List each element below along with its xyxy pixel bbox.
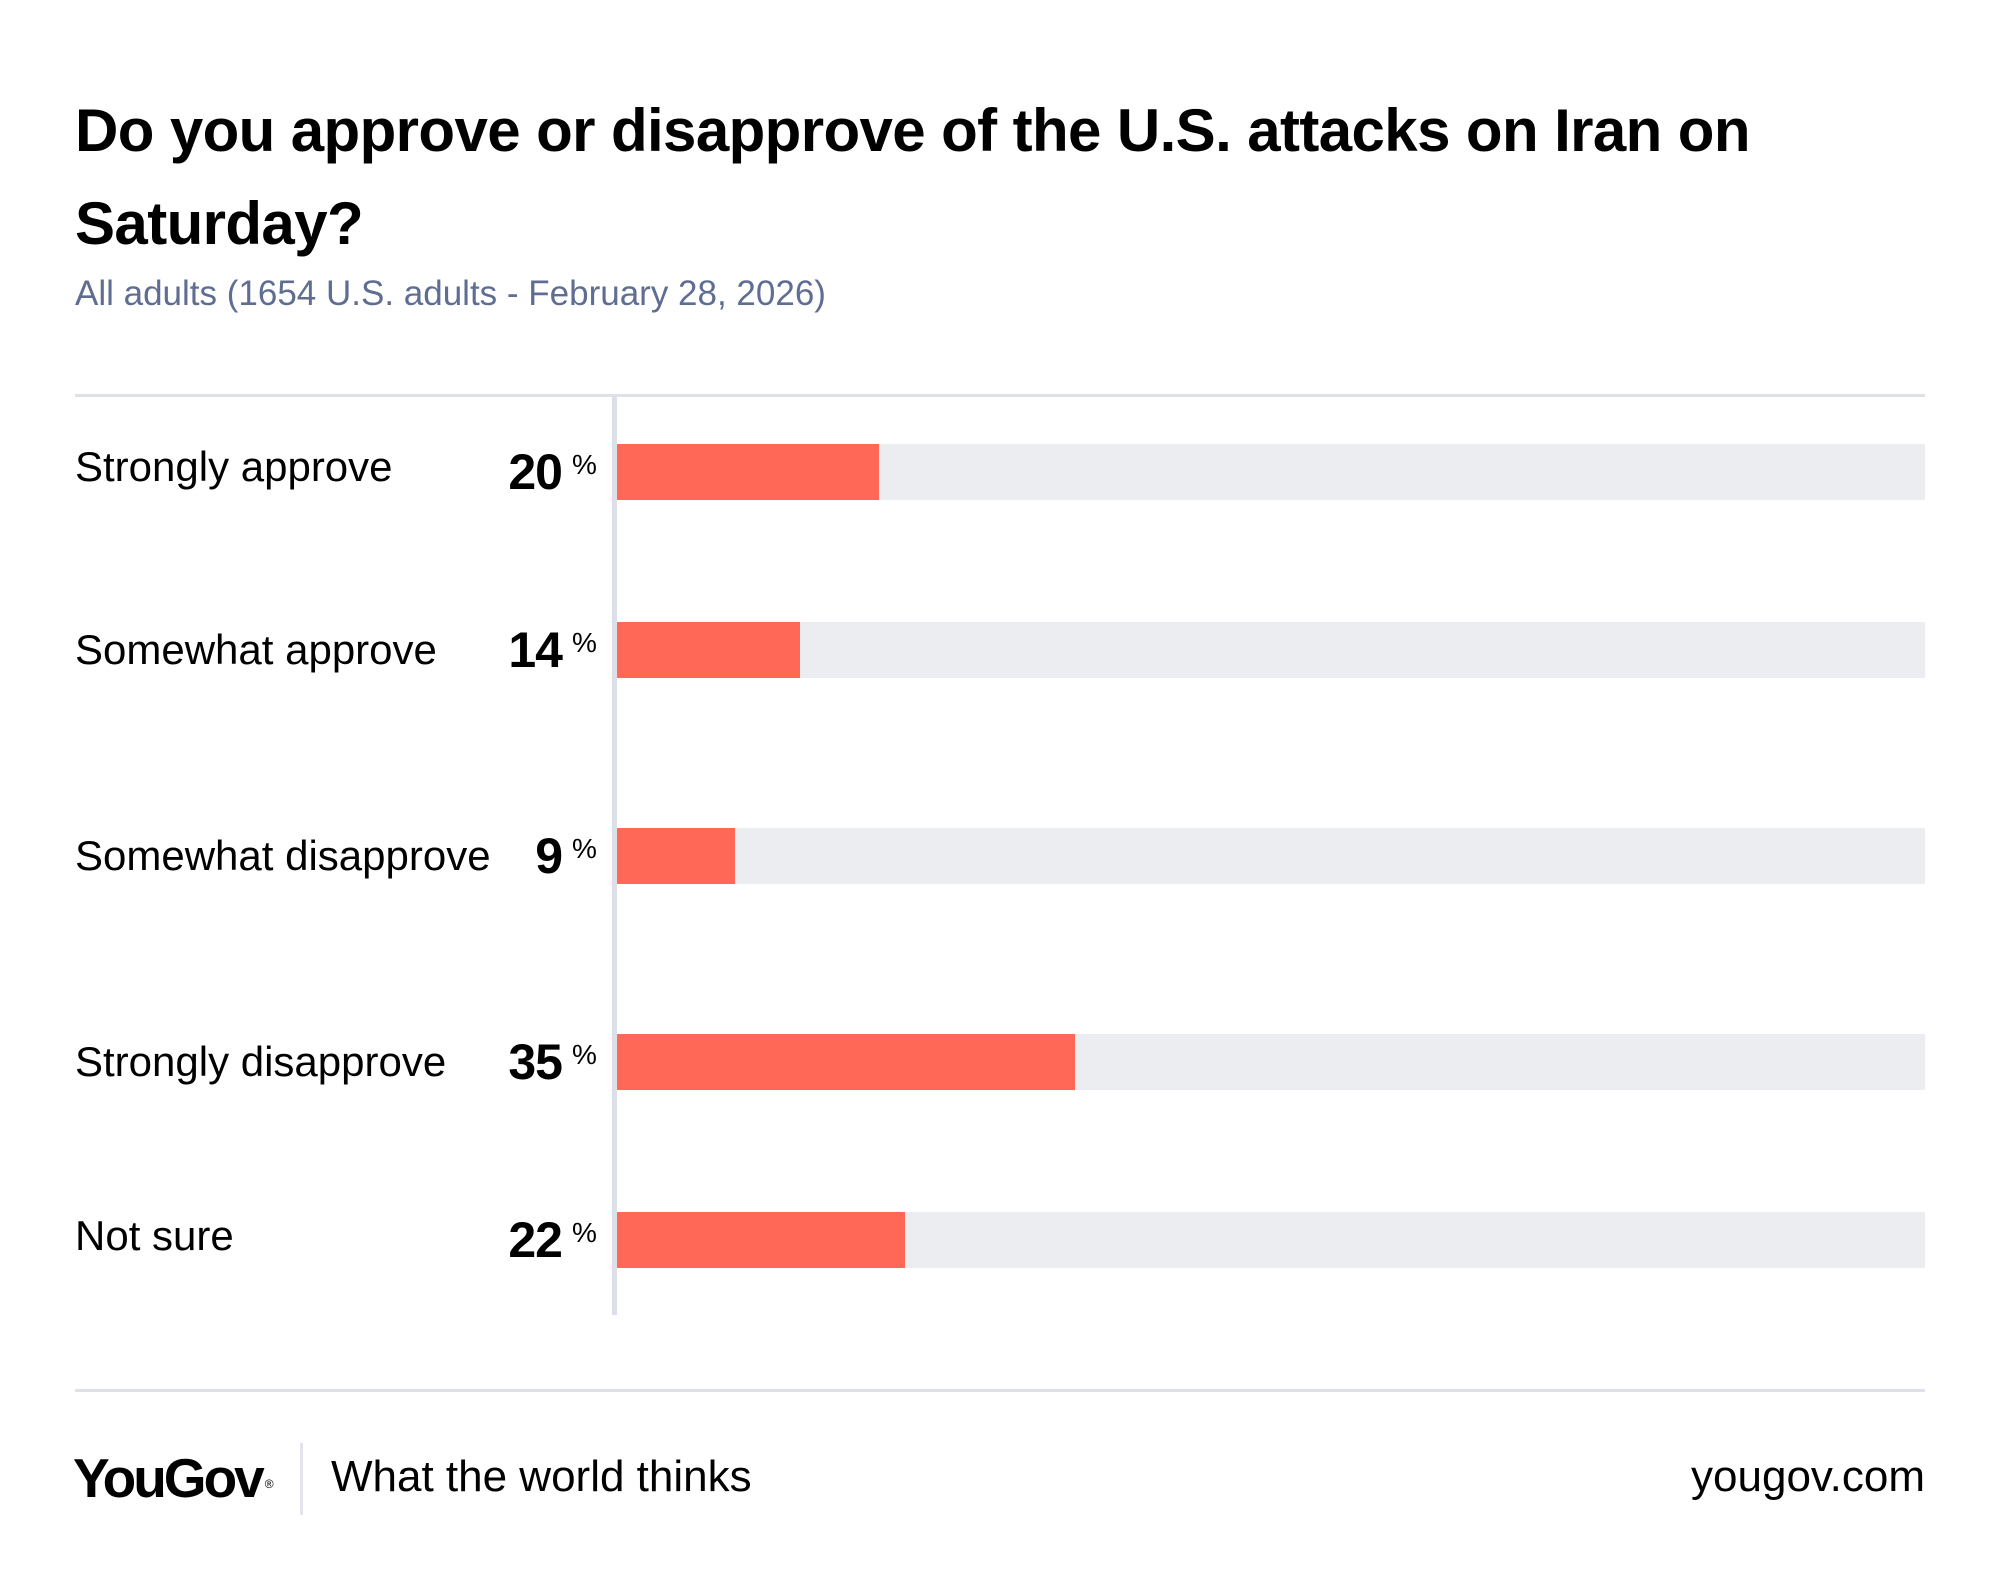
percent-sign: % (572, 449, 597, 480)
percent-sign: % (572, 627, 597, 658)
bar-track (617, 444, 1925, 500)
bar (617, 622, 800, 678)
value-label: 22 (508, 1212, 563, 1268)
category-label: Somewhat disapprove (75, 832, 491, 879)
bar-track (617, 828, 1925, 884)
registered-mark: ® (264, 1477, 274, 1491)
bar (617, 444, 879, 500)
bar (617, 828, 735, 884)
value-label: 20 (508, 444, 563, 500)
footer-url-link[interactable]: yougov.com (1691, 1452, 1925, 1501)
value-label: 35 (508, 1034, 563, 1090)
logo-text: YouGov (73, 1447, 265, 1509)
percent-sign: % (572, 1217, 597, 1248)
value-label: 9 (535, 828, 563, 884)
category-label: Strongly approve (75, 443, 393, 490)
top-divider (75, 394, 1925, 397)
bar-track (617, 622, 1925, 678)
bar (617, 1212, 905, 1268)
footer-tagline: What the world thinks (331, 1452, 752, 1501)
bar-track (617, 1212, 1925, 1268)
category-label: Somewhat approve (75, 626, 437, 673)
percent-sign: % (572, 833, 597, 864)
chart-subtitle: All adults (1654 U.S. adults - February … (75, 274, 826, 313)
bar (617, 1034, 1075, 1090)
percent-sign: % (572, 1039, 597, 1070)
chart-axis-line (612, 397, 617, 1315)
value-label: 14 (508, 622, 563, 678)
category-label: Not sure (75, 1212, 234, 1259)
yougov-logo: YouGov ® (73, 1448, 274, 1508)
bottom-divider (75, 1389, 1925, 1392)
bar-track (617, 1034, 1925, 1090)
category-label: Strongly disapprove (75, 1038, 447, 1085)
chart-title: Do you approve or disapprove of the U.S.… (75, 97, 1751, 257)
footer-separator (300, 1443, 303, 1515)
